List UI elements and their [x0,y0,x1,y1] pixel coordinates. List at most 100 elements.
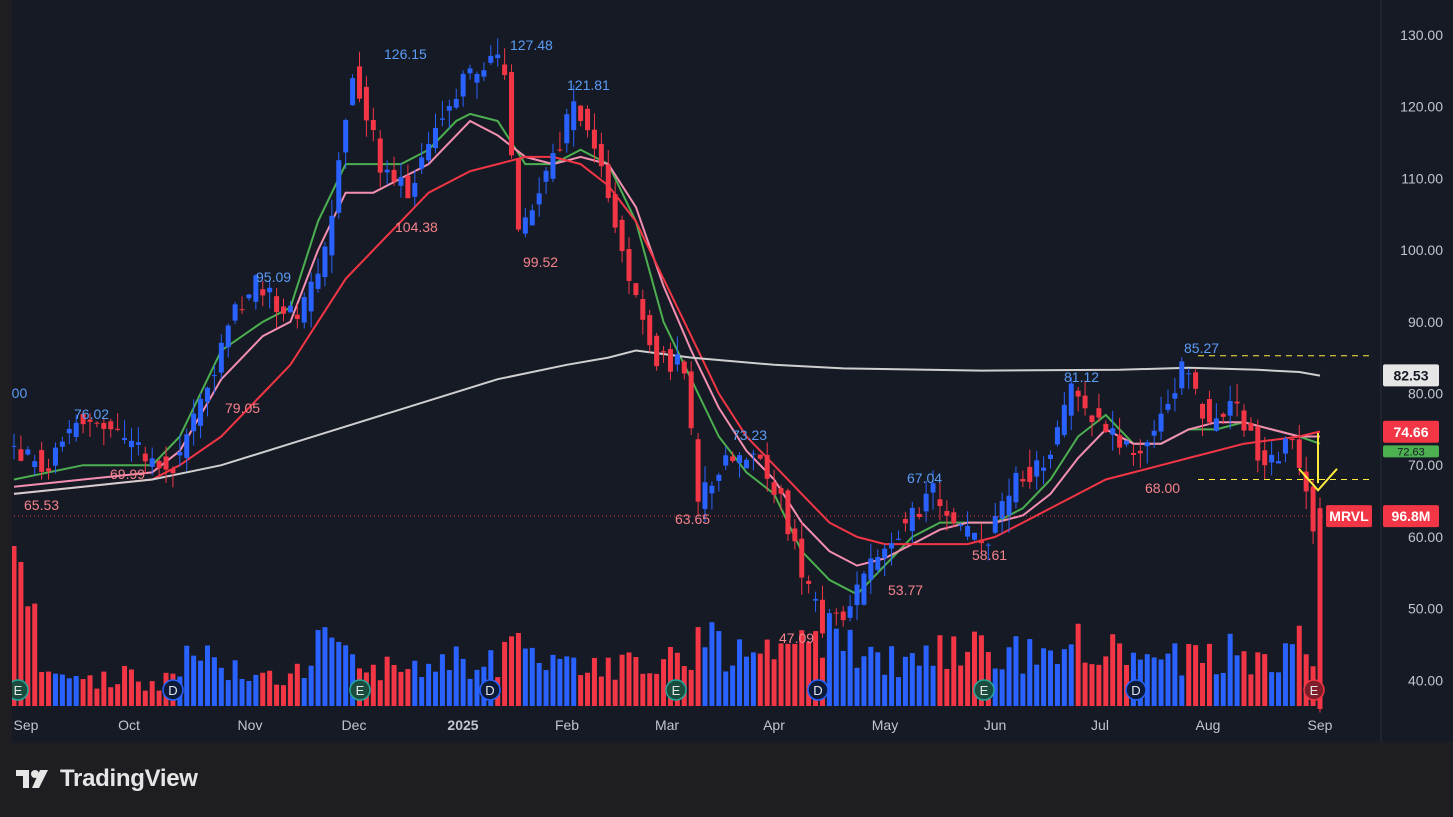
volume-bar [889,646,895,706]
volume-bar [578,675,584,706]
volume-bar [1179,675,1185,706]
volume-bar [688,669,694,706]
volume-bar [1248,674,1254,706]
y-axis-tick: 70.00 [1408,457,1443,473]
candle [1117,434,1123,448]
volume-bar [488,650,494,706]
candle [1144,442,1150,447]
volume-bar [46,671,52,706]
earnings-marker-icon[interactable] [665,679,687,701]
down-arrow-head [1298,468,1338,492]
candle [1110,428,1116,435]
candle [1034,460,1040,477]
earnings-marker-icon[interactable] [1303,679,1325,701]
volume-bar [73,676,79,706]
volume-bar [619,654,625,706]
candle [695,439,701,502]
candle [184,434,190,458]
candle [246,294,252,299]
volume-bar [412,660,418,706]
event-marker-label: E [14,683,23,698]
volume-bar [502,641,508,706]
ma-slow-line [13,155,1321,546]
candle [509,72,515,156]
volume-bar [474,669,480,706]
earnings-marker-icon[interactable] [12,679,29,701]
candle [847,606,853,618]
candle [771,482,777,495]
volume-bar [232,660,238,706]
y-axis-tick: 130.00 [1400,27,1443,43]
candle [522,217,528,234]
candle [495,54,501,59]
volume-bar [1282,643,1288,706]
candle [343,119,349,153]
volume-bar [1269,672,1275,706]
candle [1061,404,1067,435]
price-annotation: 76.02 [74,406,109,422]
volume-bar [806,641,812,706]
volume-bar [1068,644,1074,706]
chart-panel[interactable]: 130.00 120.00 110.00 100.00 90.00 80.00 70.00 6… [12,0,1453,742]
candle [474,74,480,83]
candle [253,275,259,302]
candle [591,129,597,149]
candle [826,620,832,622]
candle [543,170,549,182]
candle [1124,440,1130,445]
volume-bar [543,670,549,706]
candle [18,449,24,461]
candle [163,456,169,470]
volume-bar [267,670,273,706]
dividend-marker-icon[interactable] [479,679,501,701]
volume-bar [1213,674,1219,706]
candle [198,399,204,426]
volume-bar [108,687,114,706]
volume-bar [951,636,957,706]
dividend-marker-icon[interactable] [807,679,829,701]
candle [716,474,722,481]
candle [1165,403,1171,410]
volume-bar [778,643,784,706]
ma-mid-line [13,119,1320,567]
volume-bar [971,631,977,706]
candle [923,493,929,512]
volume-bar [204,645,210,706]
candle [854,584,860,606]
y-axis-tick: 100.00 [1400,242,1443,258]
candle [529,210,535,226]
ma-slow-price-tag [1383,420,1439,443]
x-axis-label: Nov [238,717,263,733]
candle [94,422,100,424]
candle [142,453,148,462]
volume-bar [695,627,701,706]
candle [937,499,943,507]
volume-bar [909,653,915,706]
earnings-marker-icon[interactable] [973,679,995,701]
candle [688,371,694,429]
candle [550,153,556,179]
candle [294,314,300,320]
dividend-marker-icon[interactable] [1125,679,1147,701]
price-annotation: 121.81 [567,77,610,93]
volume-bar [80,679,86,706]
volume-bar [550,654,556,706]
x-axis-label: May [872,717,898,733]
candle [211,375,217,377]
volume-bar [398,671,404,706]
candle [502,64,508,76]
volume-bar [115,684,121,706]
price-chart[interactable]: 130.00 120.00 110.00 100.00 90.00 80.00 70.00 6… [12,0,1453,742]
volume-bar [564,656,570,706]
candle [1013,472,1019,503]
volume-bar [370,664,376,706]
tradingview-logo-icon [16,770,48,788]
candle [999,501,1005,519]
candle [267,287,273,293]
candle [218,342,224,373]
x-axis-label: Jul [1091,717,1109,733]
volume-bar [958,665,964,706]
earnings-marker-icon[interactable] [349,679,371,701]
event-marker-label: D [168,683,177,698]
dividend-marker-icon[interactable] [162,679,184,701]
